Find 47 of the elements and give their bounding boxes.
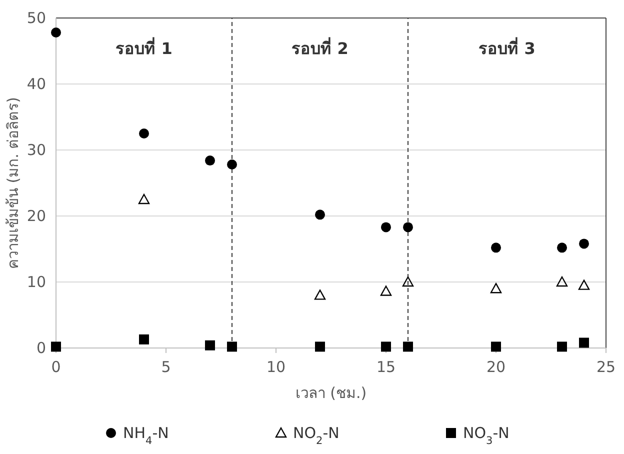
y-tick-label: 20 — [26, 207, 46, 225]
point — [51, 28, 61, 38]
point — [227, 342, 237, 352]
legend-label: NO$_{2}$-N — [293, 424, 340, 447]
point — [557, 342, 567, 352]
point — [381, 222, 391, 232]
point — [402, 276, 414, 287]
y-axis-title: ความเข้มข้น (มก. ต่อลิตร) — [4, 96, 22, 270]
annotation: รอบที่ 2 — [292, 37, 348, 58]
point — [490, 283, 502, 294]
y-tick-label: 50 — [26, 9, 46, 27]
point — [557, 242, 567, 253]
y-tick-label: 10 — [26, 273, 46, 291]
point — [579, 338, 589, 348]
point — [556, 276, 568, 287]
point — [205, 340, 215, 350]
annotation: รอบที่ 3 — [478, 37, 536, 58]
point — [227, 160, 237, 170]
point — [314, 290, 326, 300]
x-axis-title: เวลา (ชม.) — [295, 384, 367, 402]
point — [491, 242, 501, 253]
y-tick-label: 40 — [26, 75, 46, 93]
legend-label: NH$_{4}$-N — [123, 424, 169, 447]
x-tick-label: 0 — [51, 358, 61, 376]
point — [205, 156, 215, 166]
point — [380, 286, 392, 296]
point — [579, 238, 589, 249]
point — [315, 210, 325, 220]
point — [403, 342, 413, 352]
y-tick-label: 0 — [36, 339, 46, 357]
x-tick-label: 20 — [486, 358, 506, 376]
point — [578, 280, 590, 290]
point — [51, 342, 61, 352]
point — [138, 194, 150, 204]
point — [403, 222, 413, 232]
point — [139, 128, 149, 138]
legend-label: NO$_{3}$-N — [463, 424, 510, 447]
point — [381, 342, 391, 352]
x-tick-label: 10 — [266, 358, 286, 376]
point — [139, 334, 149, 344]
point — [491, 342, 501, 352]
annotation: รอบที่ 1 — [116, 37, 172, 58]
point — [315, 342, 325, 352]
x-tick-label: 5 — [161, 358, 171, 376]
x-tick-label: 25 — [596, 358, 616, 376]
y-tick-label: 30 — [26, 141, 46, 159]
x-tick-label: 15 — [376, 358, 396, 376]
